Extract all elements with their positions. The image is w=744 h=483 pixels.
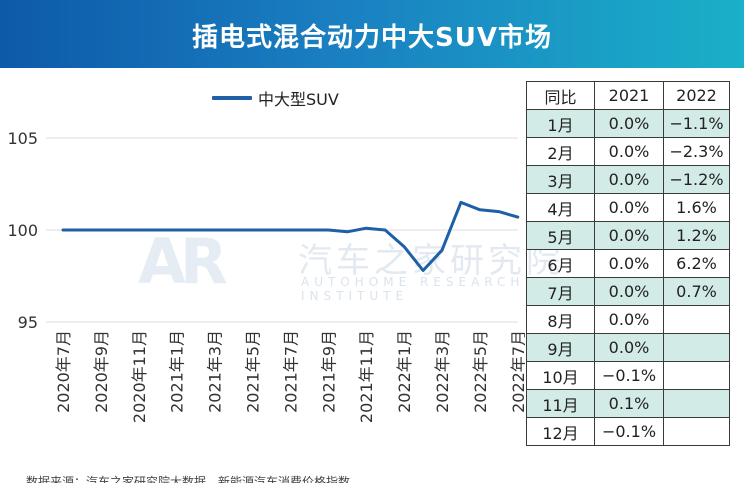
table-row: 5月 0.0% 1.2% [526,221,730,250]
data-source-note: 数据来源：汽车之家研究院大数据，新能源汽车消费价格指数 [26,475,351,483]
row-month: 9月 [526,333,595,362]
table-row: 2月 0.0% −2.3% [526,137,730,166]
table-row: 10月 −0.1% [526,361,730,390]
row-month: 3月 [526,165,595,194]
header-2022: 2022 [663,81,730,110]
row-value-2021: 0.0% [594,165,664,194]
y-tick-label: 95 [18,313,38,332]
row-value-2021: 0.1% [594,389,664,418]
y-tick-label: 100 [7,221,38,240]
header-label: 同比 [526,81,595,110]
row-value-2021: −0.1% [594,361,664,390]
row-value-2021: 0.0% [594,277,664,306]
row-value-2021: 0.0% [594,333,664,362]
row-value-2022: 1.6% [663,193,730,222]
chart-legend: 中大型SUV [212,86,339,110]
x-tick-label: 2022年5月 [471,330,490,413]
row-month: 10月 [526,361,595,390]
row-value-2022: −1.1% [663,109,730,138]
legend-label: 中大型SUV [258,90,339,109]
row-value-2021: −0.1% [594,417,664,446]
row-value-2021: 0.0% [594,249,664,278]
x-tick-label: 2022年1月 [395,330,414,413]
row-value-2021: 0.0% [594,221,664,250]
row-value-2022 [663,333,730,362]
table-row: 6月 0.0% 6.2% [526,249,730,278]
row-month: 1月 [526,109,595,138]
legend-swatch [212,96,252,100]
x-tick-label: 2020年7月 [54,330,73,413]
table-row: 7月 0.0% 0.7% [526,277,730,306]
table-header-row: 同比 2021 2022 [526,81,730,110]
row-value-2022 [663,417,730,446]
row-value-2022: −2.3% [663,137,730,166]
row-value-2022 [663,389,730,418]
x-tick-label: 2021年3月 [206,330,225,413]
row-value-2021: 0.0% [594,109,664,138]
row-value-2022 [663,305,730,334]
row-month: 5月 [526,221,595,250]
series-line [61,200,520,272]
row-value-2021: 0.0% [594,137,664,166]
row-value-2022: 6.2% [663,249,730,278]
row-month: 2月 [526,137,595,166]
row-month: 4月 [526,193,595,222]
title-banner: 插电式混合动力中大SUV市场 [0,0,744,68]
x-tick-label: 2022年7月 [509,330,525,413]
row-value-2022: 1.2% [663,221,730,250]
table-row: 4月 0.0% 1.6% [526,193,730,222]
x-tick-label: 2022年3月 [433,330,452,413]
row-month: 12月 [526,417,595,446]
x-tick-label: 2020年9月 [92,330,111,413]
x-tick-label: 2021年9月 [319,330,338,413]
row-month: 7月 [526,277,595,306]
table-body: 1月 0.0% −1.1% 2月 0.0% −2.3% 3月 0.0% −1.2% 4月 0.0% 1… [526,109,730,446]
row-value-2022: 0.7% [663,277,730,306]
row-value-2022: −1.2% [663,165,730,194]
page-title: 插电式混合动力中大SUV市场 [192,23,552,53]
row-value-2021: 0.0% [594,193,664,222]
line-chart: 95 100 105 2020年7月 2020年9月 2020年11月 2021年1月 202… [7,129,525,423]
table-row: 9月 0.0% [526,333,730,362]
x-tick-label: 2020年11月 [130,330,149,423]
table-row: 11月 0.1% [526,389,730,418]
table-row: 8月 0.0% [526,305,730,334]
row-value-2021: 0.0% [594,305,664,334]
header-2021: 2021 [594,81,664,110]
x-tick-label: 2021年7月 [281,330,300,413]
row-value-2022 [663,361,730,390]
yoy-table: 同比 2021 2022 1月 0.0% −1.1% 2月 0.0% −2.3% 3月 0.0… [526,81,730,446]
x-tick-label: 2021年11月 [357,330,376,423]
y-tick-label: 105 [7,129,38,148]
row-month: 8月 [526,305,595,334]
x-tick-label: 2021年5月 [244,330,263,413]
row-month: 11月 [526,389,595,418]
x-tick-label: 2021年1月 [168,330,187,413]
row-month: 6月 [526,249,595,278]
table-row: 12月 −0.1% [526,417,730,446]
table-row: 3月 0.0% −1.2% [526,165,730,194]
table-row: 1月 0.0% −1.1% [526,109,730,138]
